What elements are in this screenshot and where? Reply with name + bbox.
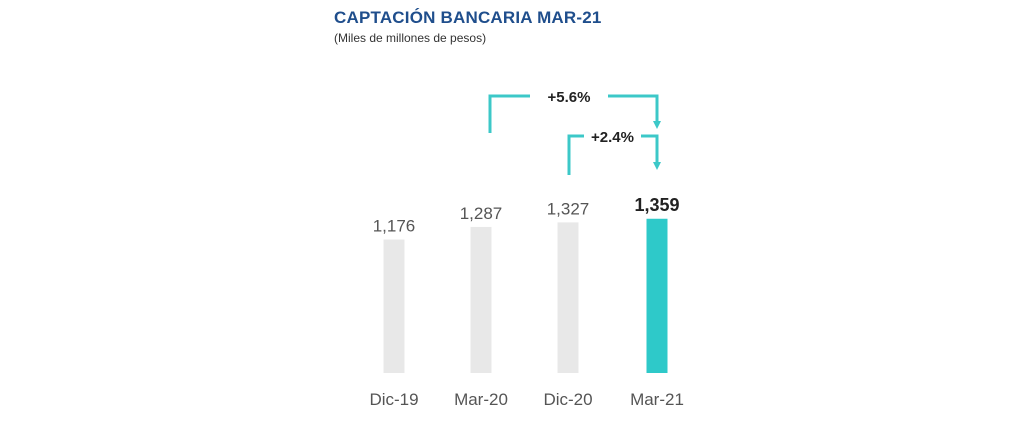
growth-connector-left: [567, 134, 584, 175]
value-label-mar-20: 1,287: [460, 204, 503, 223]
bar-dic-20: [557, 222, 579, 373]
growth-connector-arrow: [641, 134, 661, 170]
chart-title: CAPTACIÓN BANCARIA MAR-21: [334, 8, 602, 27]
value-label-mar-21: 1,359: [634, 195, 679, 215]
bar-dic-19: [383, 239, 405, 373]
growth-connector-left: [488, 94, 530, 133]
bar-mar-21: [646, 218, 668, 373]
value-label-dic-20: 1,327: [547, 199, 590, 218]
chart-subtitle: (Miles de millones de pesos): [334, 31, 487, 45]
value-label-dic-19: 1,176: [373, 217, 416, 236]
growth-annotation-label: +2.4%: [591, 129, 634, 146]
x-tick-mar-20: Mar-20: [454, 390, 508, 409]
growth-annotation-label: +5.6%: [548, 89, 591, 106]
x-tick-mar-21: Mar-21: [630, 390, 684, 409]
x-tick-dic-20: Dic-20: [543, 390, 592, 409]
growth-connector-arrow: [608, 94, 661, 129]
x-tick-dic-19: Dic-19: [369, 390, 418, 409]
bar-mar-20: [470, 226, 492, 373]
